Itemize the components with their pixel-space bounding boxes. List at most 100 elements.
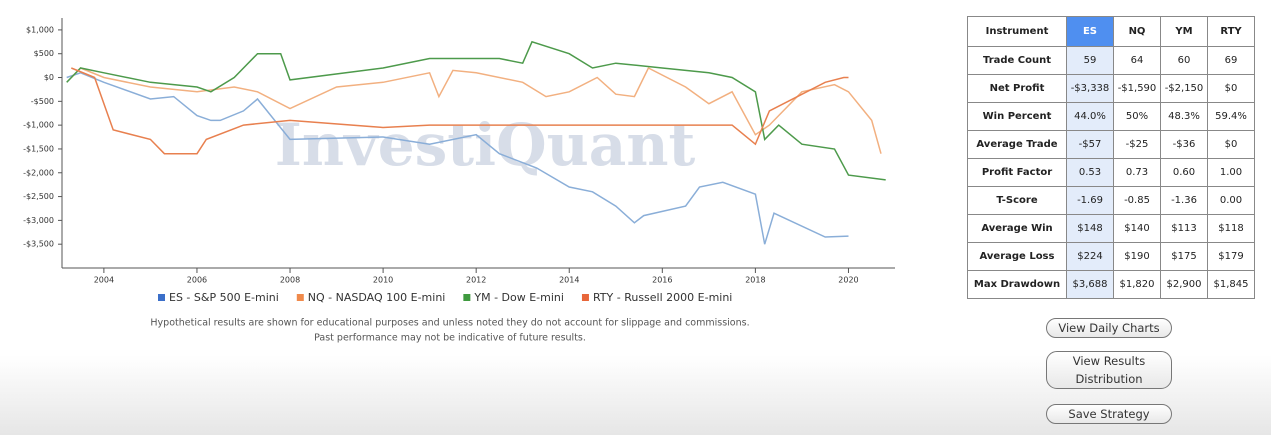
table-cell: -1.69 [1066,186,1114,215]
table-cell: $2,900 [1160,270,1208,299]
table-cell: 0.60 [1160,158,1208,187]
y-tick-label: $0 [44,73,54,82]
table-cell: -1.36 [1160,186,1208,215]
table-cell: 69 [1207,46,1255,75]
legend-swatch [581,294,589,301]
legend-label: ES - S&P 500 E-mini [169,291,279,304]
table-row: T-Score -1.69 -0.85 -1.36 0.00 [967,186,1255,215]
table-cell: -$36 [1160,130,1208,159]
button-label: View Daily Charts [1058,321,1160,335]
table-cell: $140 [1113,214,1161,243]
legend-label: YM - Dow E-mini [473,291,564,304]
y-tick-label: $500 [34,49,54,58]
watermark: InvestiQuant [275,111,696,179]
table-cell: $3,688 [1066,270,1114,299]
table-cell: -$3,338 [1066,74,1114,103]
table-cell: -$2,150 [1160,74,1208,103]
table-cell: -$1,590 [1113,74,1161,103]
table-cell: $175 [1160,242,1208,271]
button[interactable]: View Results Distribution [1046,351,1172,389]
table-cell: Max Drawdown [967,270,1067,299]
series-line [66,40,886,181]
y-tick-label: -$1,500 [23,144,54,153]
y-tick-label: -$500 [31,97,54,106]
table-row: Profit Factor 0.53 0.73 0.60 1.00 [967,158,1255,187]
y-tick-label: -$2,500 [23,192,54,201]
button[interactable]: View Daily Charts [1046,318,1172,338]
x-tick-label: 2016 [652,276,672,285]
table-row: Win Percent 44.0% 50% 48.3% 59.4% [967,102,1255,131]
table-cell: 48.3% [1160,102,1208,131]
table-cell: 59.4% [1207,102,1255,131]
table-cell: Win Percent [967,102,1067,131]
legend-swatch [463,294,471,301]
table-cell: Average Trade [967,130,1067,159]
table-cell: $179 [1207,242,1255,271]
legend-label: RTY - Russell 2000 E-mini [593,291,732,304]
button-label: View Results [1072,354,1146,368]
y-tick-label: -$3,500 [23,240,54,249]
footnote: Hypothetical results are shown for educa… [150,318,749,329]
table-cell: Net Profit [967,74,1067,103]
table-row: Average Loss $224 $190 $175 $179 [967,242,1255,271]
table-cell: $190 [1113,242,1161,271]
y-tick-label: -$1,000 [23,121,54,130]
legend-swatch [296,294,304,301]
table-row: Net Profit -$3,338 -$1,590 -$2,150 $0 [967,74,1255,103]
header-cell: ES [1066,16,1114,47]
table-row: Max Drawdown $3,688 $1,820 $2,900 $1,845 [967,270,1255,299]
table-cell: T-Score [967,186,1067,215]
table-cell: 1.00 [1207,158,1255,187]
table-cell: Average Win [967,214,1067,243]
series-line [70,66,882,154]
table-cell: $224 [1066,242,1114,271]
table-cell: -$57 [1066,130,1114,159]
x-tick-label: 2010 [373,276,393,285]
header-row: Instrument ES NQ YM RTY [967,16,1255,47]
results-table: Instrument ES NQ YM RTY Trade Count 59 64 60 69 Ne… [967,16,1255,299]
x-tick-label: 2012 [466,276,486,285]
legend-label: NQ - NASDAQ 100 E-mini [308,291,446,304]
table-row: Trade Count 59 64 60 69 [967,46,1255,75]
table-cell: 60 [1160,46,1208,75]
table-cell: 50% [1113,102,1161,131]
series-line [71,67,849,155]
footnote: Past performance may not be indicative o… [314,333,586,344]
x-tick-label: 2020 [838,276,858,285]
table-cell: Average Loss [967,242,1067,271]
table-cell: 0.00 [1207,186,1255,215]
table-cell: $1,845 [1207,270,1255,299]
table-cell: -0.85 [1113,186,1161,215]
table-row: Average Trade -$57 -$25 -$36 $0 [967,130,1255,159]
table-cell: 59 [1066,46,1114,75]
button-label: Save Strategy [1068,407,1150,421]
header-cell: RTY [1207,16,1255,47]
table-cell: 0.53 [1066,158,1114,187]
table-cell: Trade Count [967,46,1067,75]
button-label: Distribution [1075,372,1143,386]
series-line [66,72,849,245]
header-cell: Instrument [967,16,1067,47]
y-tick-label: -$2,000 [23,168,54,177]
y-tick-label: $1,000 [26,25,54,34]
x-tick-label: 2014 [559,276,579,285]
x-tick-label: 2018 [745,276,765,285]
table-row: Average Win $148 $140 $113 $118 [967,214,1255,243]
button[interactable]: Save Strategy [1046,404,1172,424]
y-tick-label: -$3,000 [23,216,54,225]
legend-swatch [158,294,165,301]
header-cell: NQ [1113,16,1161,47]
table-cell: 64 [1113,46,1161,75]
table-cell: 44.0% [1066,102,1114,131]
table-cell: -$25 [1113,130,1161,159]
chart: InvestiQuant $1,000 $500 $0 -$500 -$1,000 -$1… [23,18,895,344]
table-cell: $0 [1207,130,1255,159]
table-cell: $0 [1207,74,1255,103]
table-cell: $113 [1160,214,1208,243]
table-cell: $1,820 [1113,270,1161,299]
table-cell: $148 [1066,214,1114,243]
header-cell: YM [1160,16,1208,47]
x-tick-label: 2008 [280,276,300,285]
table-cell: $118 [1207,214,1255,243]
